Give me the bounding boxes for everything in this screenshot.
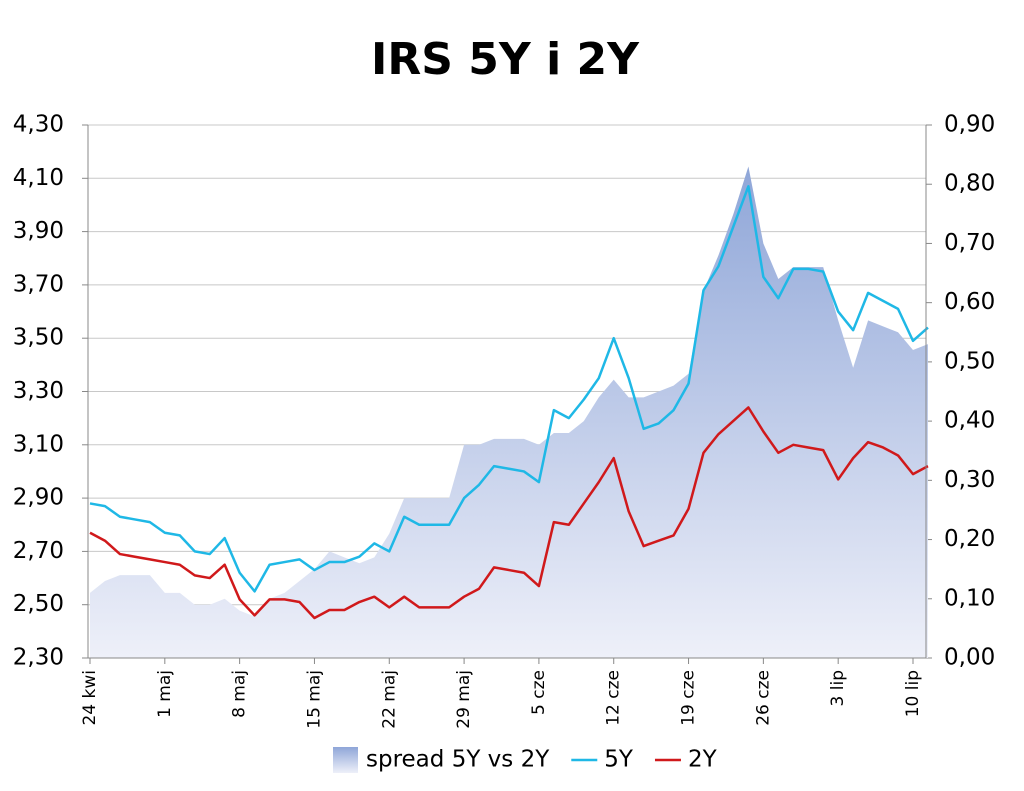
y-tick-label: 3,30 — [13, 378, 64, 404]
y2-tick-label: 0,30 — [944, 467, 995, 493]
legend-item: 5Y — [571, 747, 634, 773]
y2-tick-label: 0,10 — [944, 585, 995, 611]
y2-tick-label: 0,80 — [944, 171, 995, 197]
y-tick-label: 2,50 — [13, 591, 64, 617]
x-tick-label: 3 lip — [828, 670, 848, 706]
y2-tick-label: 0,50 — [944, 348, 995, 374]
x-tick-label: 12 cze — [604, 670, 624, 726]
x-tick-label: 22 maj — [379, 670, 399, 729]
y-tick-label: 4,10 — [13, 165, 64, 191]
y2-tick-label: 0,40 — [944, 408, 995, 434]
y-tick-label: 2,70 — [13, 538, 64, 564]
y-tick-label: 3,50 — [13, 325, 64, 351]
x-tick-label: 24 kwi — [80, 670, 100, 726]
y-tick-label: 4,30 — [13, 112, 64, 138]
legend-label: 5Y — [604, 747, 634, 773]
legend-label: spread 5Y vs 2Y — [366, 747, 550, 773]
series-line — [89, 406, 929, 620]
spread-area — [90, 166, 928, 658]
y2-tick-label: 0,00 — [944, 645, 995, 671]
x-tick-label: 29 maj — [454, 670, 474, 729]
chart-title: IRS 5Y i 2Y — [371, 34, 640, 85]
x-tick-label: 15 maj — [304, 670, 324, 729]
legend-item: spread 5Y vs 2Y — [333, 747, 550, 773]
x-tick-label: 19 cze — [679, 670, 699, 726]
y-tick-label: 2,30 — [13, 645, 64, 671]
x-tick-label: 10 lip — [903, 670, 923, 717]
y2-tick-label: 0,20 — [944, 526, 995, 552]
y2-tick-label: 0,90 — [944, 112, 995, 138]
y-tick-label: 3,70 — [13, 271, 64, 297]
x-tick-label: 26 cze — [753, 670, 773, 726]
x-tick-label: 8 maj — [230, 670, 250, 718]
y-tick-label: 3,90 — [13, 218, 64, 244]
series-line — [89, 185, 929, 593]
y2-tick-label: 0,70 — [944, 230, 995, 256]
legend-label: 2Y — [688, 747, 718, 773]
y-tick-label: 2,90 — [13, 485, 64, 511]
y2-tick-label: 0,60 — [944, 289, 995, 315]
x-tick-label: 1 maj — [155, 670, 175, 718]
legend-item: 2Y — [654, 747, 718, 773]
y-tick-label: 3,10 — [13, 431, 64, 457]
x-tick-label: 5 cze — [529, 670, 549, 715]
legend-swatch — [333, 747, 358, 773]
